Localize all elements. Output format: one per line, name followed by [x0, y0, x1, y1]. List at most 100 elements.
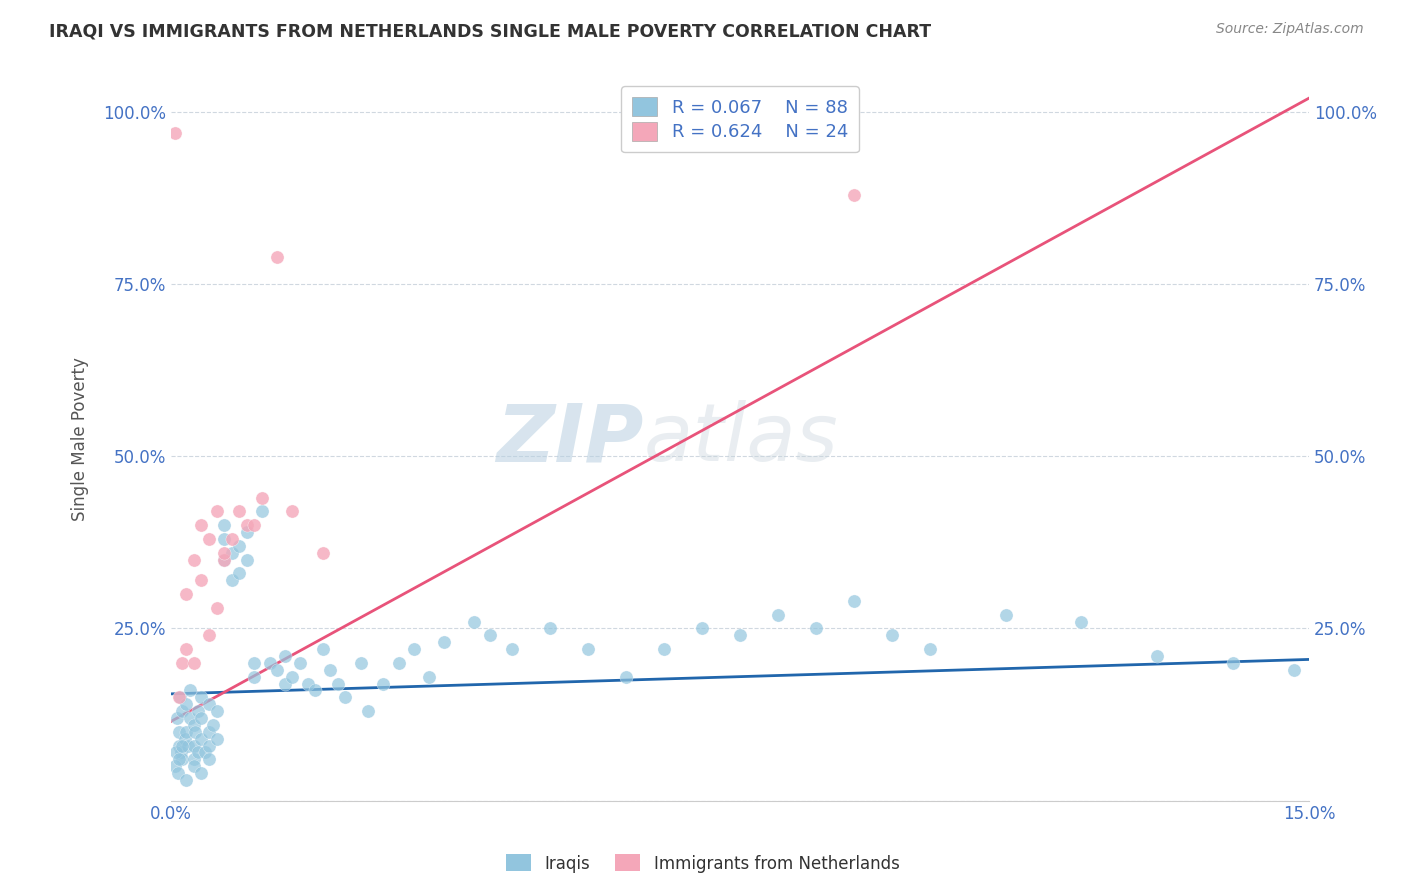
Point: [478, 628, 501, 642]
Point: [312, 642, 335, 657]
Point: [266, 250, 288, 264]
Point: [167, 739, 190, 753]
Point: [1070, 615, 1092, 629]
Point: [198, 752, 221, 766]
Point: [212, 552, 235, 566]
Point: [190, 573, 212, 587]
Point: [880, 628, 903, 642]
Point: [766, 607, 789, 622]
Point: [179, 683, 201, 698]
Point: [690, 622, 713, 636]
Point: [1282, 663, 1305, 677]
Point: [205, 600, 228, 615]
Text: ZIP: ZIP: [496, 400, 644, 478]
Point: [212, 518, 235, 533]
Point: [221, 546, 243, 560]
Point: [201, 718, 224, 732]
Point: [198, 532, 221, 546]
Point: [167, 724, 190, 739]
Point: [236, 524, 259, 539]
Point: [187, 746, 209, 760]
Point: [274, 648, 297, 663]
Point: [243, 518, 266, 533]
Point: [281, 504, 304, 518]
Point: [190, 731, 212, 746]
Point: [418, 670, 440, 684]
Point: [221, 532, 243, 546]
Point: [243, 656, 266, 670]
Point: [169, 690, 191, 705]
Point: [274, 676, 297, 690]
Point: [163, 126, 186, 140]
Point: [170, 746, 193, 760]
Point: [388, 656, 411, 670]
Point: [190, 766, 212, 780]
Point: [205, 504, 228, 518]
Point: [918, 642, 941, 657]
Point: [165, 746, 187, 760]
Point: [212, 552, 235, 566]
Point: [228, 504, 250, 518]
Point: [190, 711, 212, 725]
Point: [183, 739, 205, 753]
Point: [1146, 648, 1168, 663]
Text: Source: ZipAtlas.com: Source: ZipAtlas.com: [1216, 22, 1364, 37]
Point: [172, 704, 194, 718]
Point: [183, 759, 205, 773]
Point: [221, 573, 243, 587]
Point: [166, 711, 188, 725]
Point: [259, 656, 281, 670]
Point: [179, 711, 201, 725]
Point: [166, 766, 188, 780]
Legend: Iraqis, Immigrants from Netherlands: Iraqis, Immigrants from Netherlands: [499, 847, 907, 880]
Point: [183, 656, 205, 670]
Point: [205, 704, 228, 718]
Point: [326, 676, 349, 690]
Text: atlas: atlas: [644, 400, 838, 478]
Point: [463, 615, 485, 629]
Point: [402, 642, 425, 657]
Point: [576, 642, 599, 657]
Point: [172, 739, 194, 753]
Point: [187, 704, 209, 718]
Point: [190, 518, 212, 533]
Y-axis label: Single Male Poverty: Single Male Poverty: [72, 357, 89, 521]
Point: [250, 504, 273, 518]
Point: [183, 718, 205, 732]
Point: [174, 772, 197, 787]
Point: [174, 587, 197, 601]
Point: [167, 752, 190, 766]
Point: [994, 607, 1017, 622]
Point: [614, 670, 637, 684]
Point: [198, 697, 221, 711]
Point: [236, 518, 259, 533]
Point: [198, 628, 221, 642]
Point: [312, 546, 335, 560]
Point: [350, 656, 373, 670]
Point: [250, 491, 273, 505]
Point: [335, 690, 357, 705]
Point: [184, 724, 207, 739]
Point: [804, 622, 827, 636]
Point: [538, 622, 561, 636]
Point: [198, 724, 221, 739]
Point: [190, 690, 212, 705]
Point: [163, 759, 186, 773]
Point: [243, 670, 266, 684]
Point: [319, 663, 342, 677]
Point: [501, 642, 523, 657]
Point: [433, 635, 456, 649]
Point: [167, 690, 190, 705]
Point: [288, 656, 311, 670]
Point: [236, 552, 259, 566]
Point: [1222, 656, 1244, 670]
Point: [357, 704, 380, 718]
Point: [205, 731, 228, 746]
Text: IRAQI VS IMMIGRANTS FROM NETHERLANDS SINGLE MALE POVERTY CORRELATION CHART: IRAQI VS IMMIGRANTS FROM NETHERLANDS SIN…: [49, 22, 931, 40]
Point: [174, 642, 197, 657]
Point: [304, 683, 326, 698]
Point: [198, 739, 221, 753]
Legend: R = 0.067    N = 88, R = 0.624    N = 24: R = 0.067 N = 88, R = 0.624 N = 24: [621, 87, 859, 153]
Point: [228, 566, 250, 581]
Point: [173, 731, 195, 746]
